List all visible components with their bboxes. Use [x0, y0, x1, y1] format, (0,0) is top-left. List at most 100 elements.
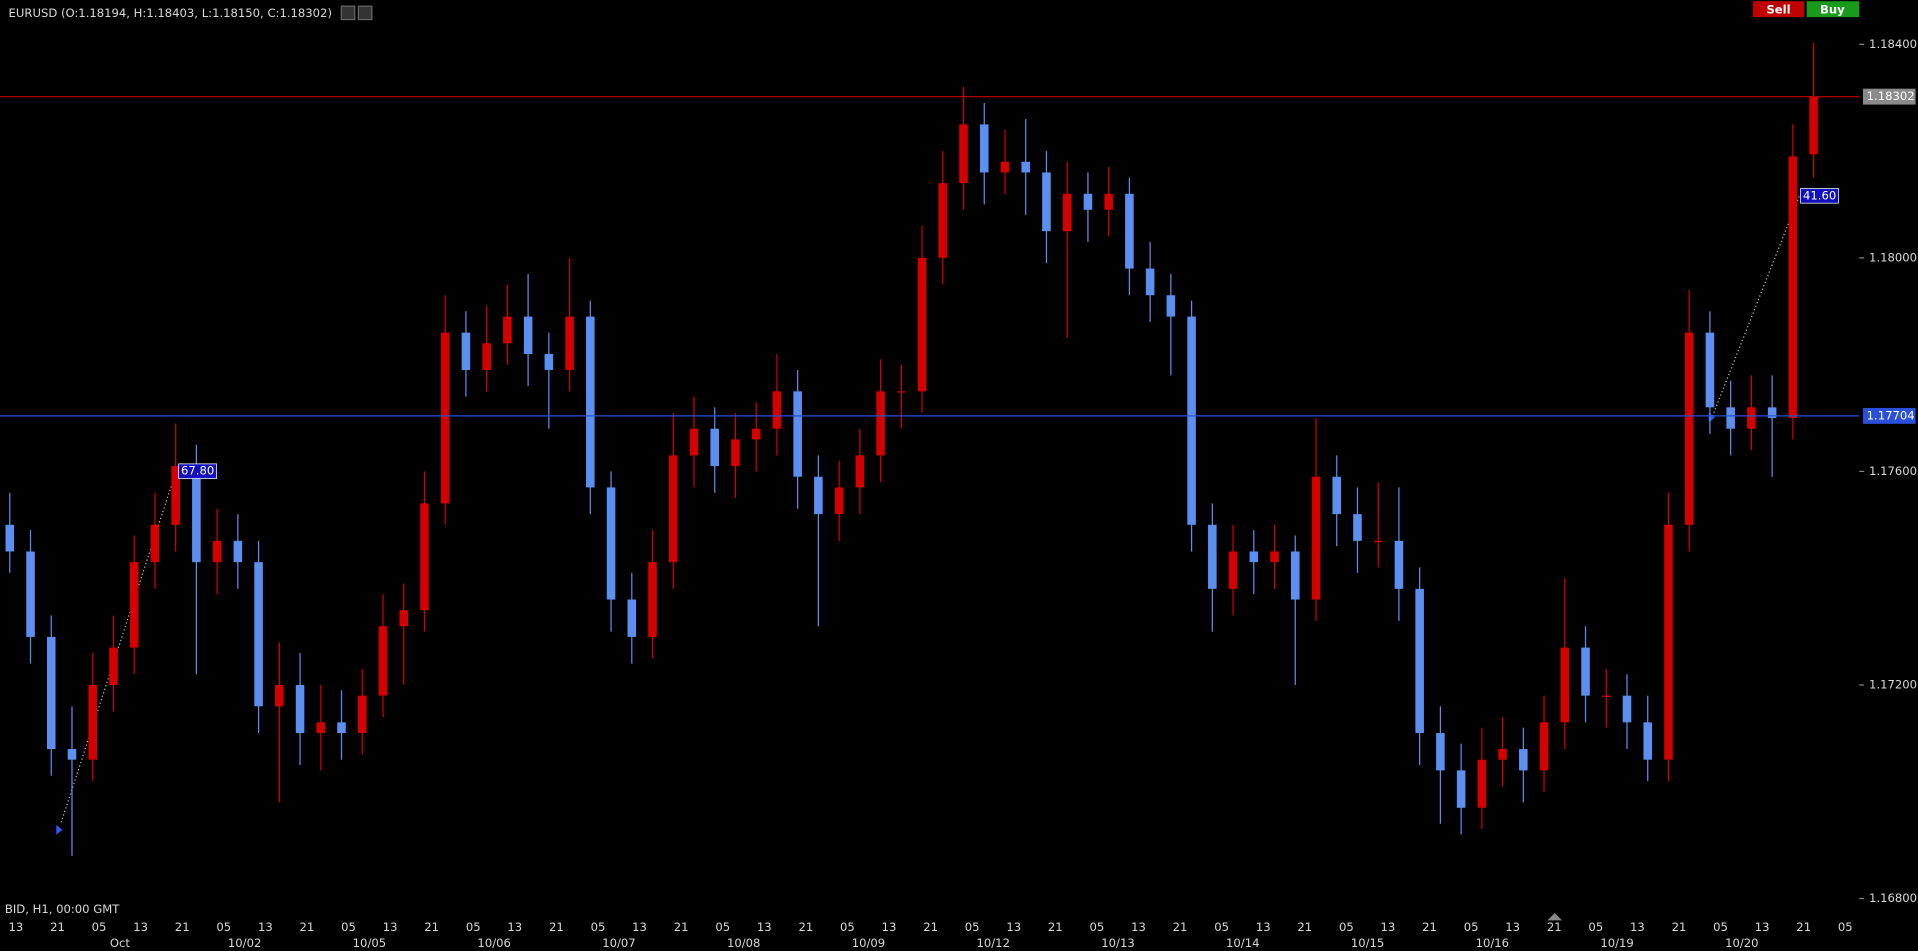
candle-body — [1373, 540, 1383, 543]
x-tick-label: 21 — [1173, 920, 1188, 934]
candle-body — [150, 524, 160, 563]
date-label: 10/08 — [727, 936, 760, 950]
x-tick-label: 21 — [1048, 920, 1063, 934]
candle-body — [565, 316, 574, 370]
price-label: 1.17704 — [1867, 408, 1915, 422]
candle-body — [689, 428, 699, 456]
candle-body — [1809, 96, 1818, 155]
candle-body — [399, 610, 409, 627]
candle-body — [876, 391, 885, 456]
candle-body — [357, 695, 367, 734]
candle-body — [1560, 647, 1570, 723]
x-tick-label: 13 — [1256, 920, 1271, 934]
candle-body — [1581, 647, 1590, 696]
candle-body — [1042, 172, 1051, 232]
candle-body — [1601, 695, 1611, 697]
y-tick-label: 1.18000 — [1869, 250, 1917, 264]
candle-body — [440, 332, 450, 504]
date-label: 10/16 — [1476, 936, 1509, 950]
candle-body — [1498, 749, 1507, 760]
candle-body — [1228, 551, 1238, 589]
candle-body — [793, 391, 802, 477]
candle-body — [731, 439, 740, 467]
candle-body — [1062, 193, 1072, 232]
x-tick-label: 13 — [757, 920, 772, 934]
icon[interactable] — [357, 5, 373, 21]
buy-button[interactable] — [1806, 1, 1860, 18]
x-tick-label: 05 — [1090, 920, 1105, 934]
x-tick-label: 13 — [9, 920, 24, 934]
x-tick-label: 05 — [1713, 920, 1728, 934]
candle-body — [26, 551, 35, 637]
x-tick-label: 05 — [216, 920, 231, 934]
candle-body — [544, 353, 554, 370]
x-tick-label: 21 — [923, 920, 938, 934]
plot — [5, 42, 1818, 856]
candle-body — [233, 540, 243, 563]
candle-body — [855, 455, 865, 488]
marker — [56, 824, 63, 835]
marker — [1547, 913, 1563, 921]
date-label: 10/09 — [852, 936, 885, 950]
trend-line — [1711, 195, 1800, 417]
date-label: 10/15 — [1351, 936, 1384, 950]
candle-body — [46, 636, 56, 750]
y-tick-label: 1.17200 — [1869, 677, 1917, 691]
annotation-box — [178, 463, 217, 479]
date-label: 10/07 — [602, 936, 635, 950]
annotation: 41.60 — [1803, 188, 1836, 202]
candle-body — [129, 562, 139, 648]
x-tick-label: 21 — [50, 920, 65, 934]
x-tick-label: 21 — [549, 920, 564, 934]
candle-body — [1394, 540, 1404, 589]
date-label: 10/12 — [977, 936, 1010, 950]
candle-body — [67, 749, 77, 760]
candle-body — [295, 684, 305, 734]
x-tick-label: 21 — [175, 920, 190, 934]
date-label: 10/20 — [1725, 936, 1758, 950]
x-tick-label: 05 — [965, 920, 980, 934]
candle-body — [1684, 332, 1694, 525]
candle-body — [1726, 407, 1735, 429]
candle-body — [1477, 759, 1487, 808]
date-label: 10/13 — [1101, 936, 1134, 950]
candle-body — [5, 524, 15, 552]
x-tick-label: 21 — [1547, 920, 1562, 934]
candle-body — [979, 124, 989, 173]
x-tick-label: 21 — [1297, 920, 1312, 934]
candle-body — [1788, 156, 1798, 419]
candle-body — [917, 257, 927, 392]
candle-body — [254, 562, 263, 707]
x-tick-label: 05 — [466, 920, 481, 934]
candle-body — [668, 455, 678, 563]
candle-body — [420, 503, 429, 611]
sell-label[interactable]: Sell — [1766, 2, 1790, 16]
buy-label[interactable]: Buy — [1820, 2, 1845, 16]
candle-body — [1249, 551, 1259, 563]
date-label: 10/02 — [228, 936, 261, 950]
x-tick-label: 05 — [591, 920, 606, 934]
candle-body — [1415, 588, 1424, 734]
candle-body — [1187, 316, 1196, 525]
candle-body — [1145, 268, 1155, 296]
annotation-box — [1800, 188, 1839, 204]
candle-body — [1208, 524, 1217, 589]
candle-body — [606, 487, 616, 600]
candle-body — [834, 487, 844, 515]
y-tick-label: 1.16800 — [1869, 891, 1917, 905]
candle-body — [1539, 722, 1549, 771]
x-tick-label: 21 — [1796, 920, 1811, 934]
x-tick-label: 13 — [632, 920, 647, 934]
icon[interactable] — [340, 5, 356, 21]
candle-body — [814, 476, 823, 515]
candle-body — [1664, 524, 1673, 760]
date-label: 10/05 — [353, 936, 386, 950]
x-tick-label: 21 — [798, 920, 813, 934]
sell-button[interactable] — [1752, 1, 1805, 18]
annotation: 67.80 — [181, 464, 214, 478]
x-tick-label: 05 — [1464, 920, 1479, 934]
date-label: 10/19 — [1600, 936, 1633, 950]
candle-body — [627, 599, 637, 637]
x-tick-label: 13 — [1505, 920, 1520, 934]
